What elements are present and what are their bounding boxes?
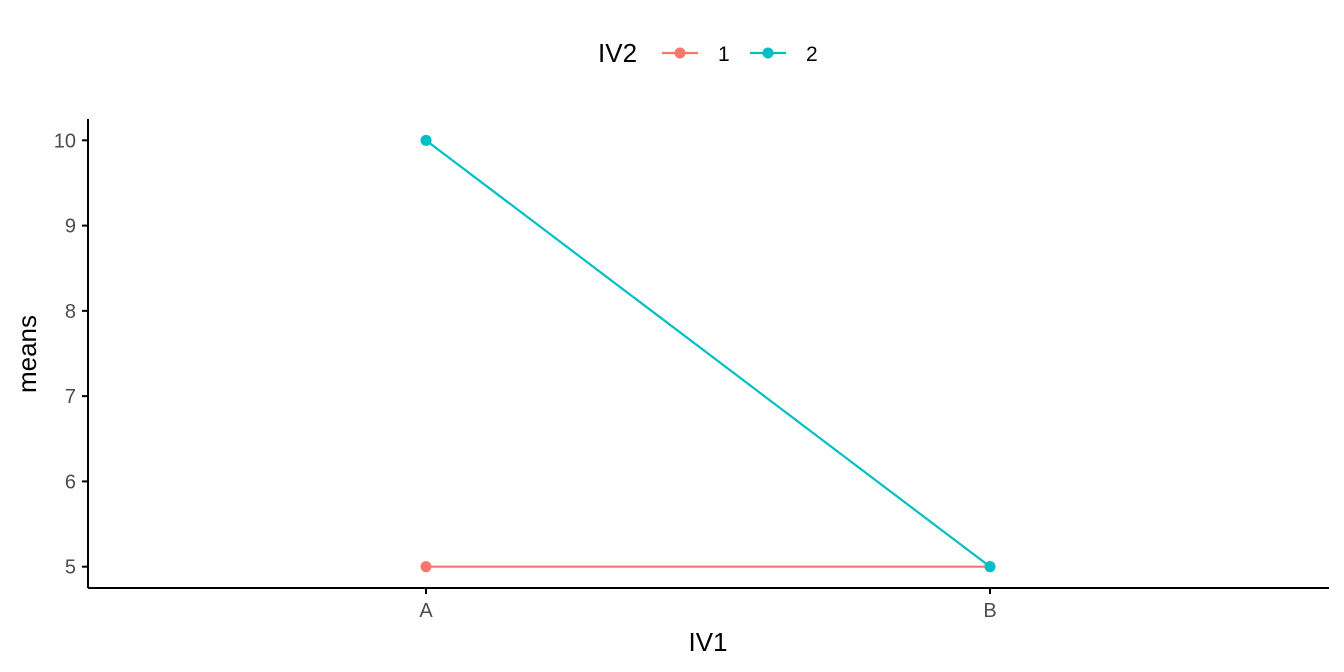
- y-axis-ticks: 5 6 7 8 9 10: [54, 130, 88, 579]
- series-2-point: [984, 561, 996, 573]
- legend-label: 2: [806, 43, 818, 66]
- y-tick-label: 7: [65, 386, 76, 408]
- legend-key-point: [762, 47, 774, 59]
- y-tick-label: 5: [65, 557, 76, 579]
- series-1-point: [420, 561, 432, 573]
- y-axis-title: means: [12, 315, 42, 393]
- y-tick-label: 8: [65, 301, 76, 323]
- x-axis-title: IV1: [688, 627, 727, 657]
- legend-label: 1: [718, 43, 730, 66]
- series-2-point: [420, 134, 432, 146]
- legend-title: IV2: [598, 38, 637, 68]
- series-layer: [420, 134, 996, 573]
- legend: IV2 1 2: [598, 38, 818, 68]
- y-tick-label: 10: [54, 130, 76, 152]
- series-2-line: [425, 139, 991, 568]
- y-tick-label: 9: [65, 216, 76, 238]
- y-tick-label: 6: [65, 471, 76, 493]
- x-tick-label: B: [983, 600, 996, 622]
- legend-key-point: [674, 47, 686, 59]
- x-tick-label: A: [419, 600, 433, 622]
